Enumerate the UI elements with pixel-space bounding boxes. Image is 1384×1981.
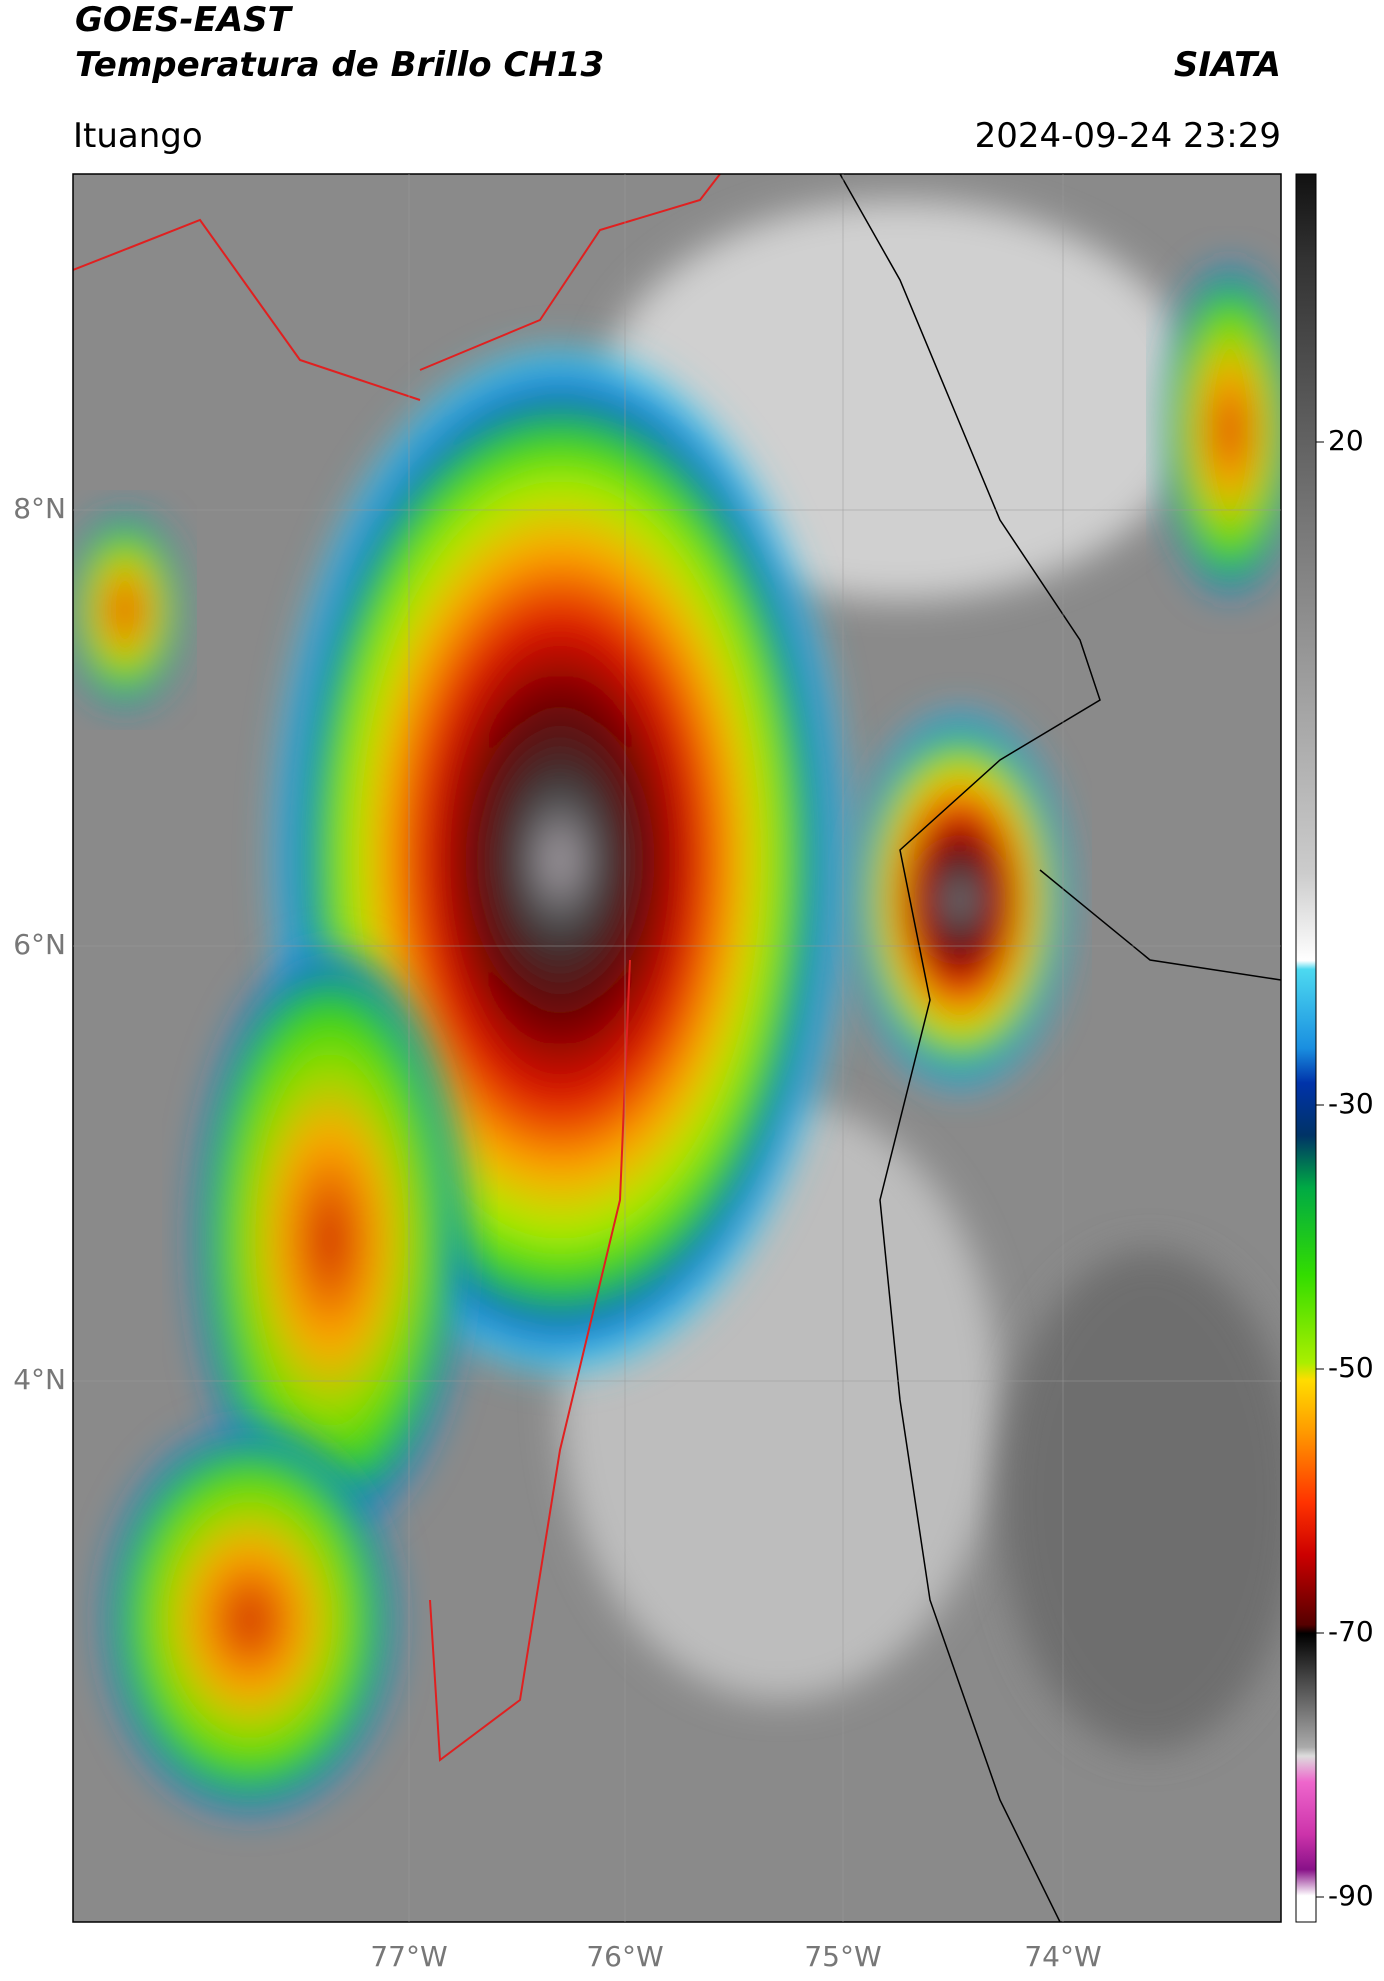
border <box>839 174 1101 1922</box>
storm <box>190 940 470 1540</box>
cloud <box>1000 1250 1281 1750</box>
colorbar-label: -50 <box>1328 1351 1374 1384</box>
colorbar-label: -90 <box>1328 1879 1374 1912</box>
region: Ituango <box>73 116 203 156</box>
colorbar-label: 20 <box>1328 424 1364 457</box>
border <box>429 959 631 1762</box>
border <box>419 174 721 371</box>
colorbar <box>1295 173 1317 1923</box>
storm <box>73 510 185 710</box>
lon-label: 76°W <box>586 1940 663 1973</box>
lat-label: 4°N <box>13 1363 66 1396</box>
storm <box>100 1420 400 1820</box>
lon-label: 77°W <box>370 1940 447 1973</box>
colorbar-label: -30 <box>1328 1087 1374 1120</box>
border <box>73 218 421 401</box>
satellite-imagery <box>73 174 1281 1922</box>
product: Temperatura de Brillo CH13 <box>75 45 605 85</box>
source: GOES-EAST <box>75 0 291 40</box>
map-frame <box>72 173 1282 1923</box>
storm <box>1160 260 1281 600</box>
colorbar-label: -70 <box>1328 1615 1374 1648</box>
lon-label: 75°W <box>804 1940 881 1973</box>
border <box>1039 869 1281 981</box>
storm <box>850 710 1070 1090</box>
org: SIATA <box>1173 45 1281 85</box>
lon-label: 74°W <box>1024 1940 1101 1973</box>
lat-label: 8°N <box>13 492 66 525</box>
lat-label: 6°N <box>13 928 66 961</box>
datetime: 2024-09-24 23:29 <box>974 116 1281 156</box>
